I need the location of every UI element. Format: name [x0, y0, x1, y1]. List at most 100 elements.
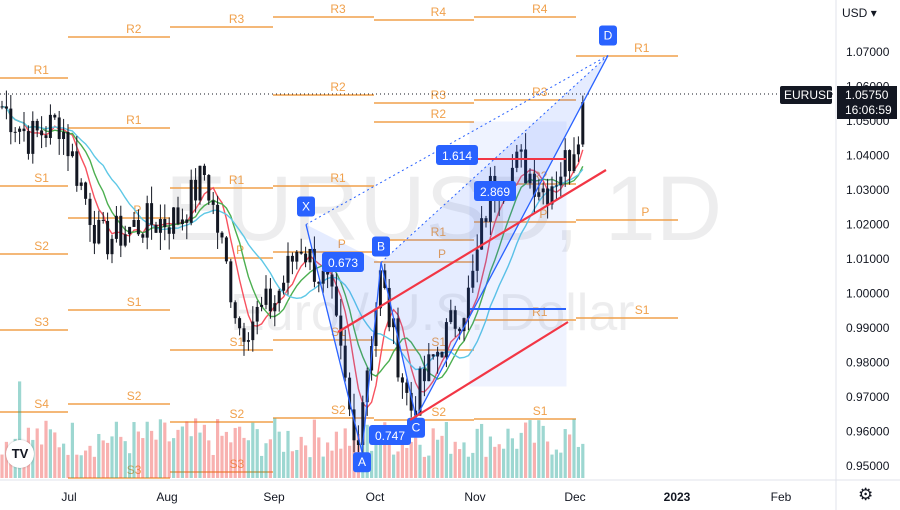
- candle-body: [365, 370, 369, 403]
- volume-bar: [475, 428, 479, 478]
- pivot-level-label: R3: [431, 88, 447, 102]
- volume-bar: [299, 436, 303, 478]
- candle-body: [114, 215, 118, 239]
- symbol-label: EURUSD: [784, 88, 835, 102]
- volume-bar: [84, 450, 88, 478]
- candle-body: [308, 248, 312, 263]
- volume-bar: [9, 453, 13, 478]
- pivot-level-label: R2: [431, 107, 447, 121]
- volume-bar: [216, 419, 220, 478]
- time-axis[interactable]: Jul Aug Sep Oct Nov Dec 2023 Feb: [61, 490, 791, 504]
- volume-bar: [488, 436, 492, 478]
- price-tick-label: 1.00000: [846, 287, 890, 301]
- candle-body: [449, 310, 453, 323]
- price-tick-label: 1.02000: [846, 218, 890, 232]
- pattern-point-label: A: [358, 455, 366, 469]
- volume-bar: [462, 442, 466, 478]
- candle-body: [106, 220, 110, 255]
- volume-bar: [444, 421, 448, 478]
- volume-bar: [559, 452, 563, 478]
- pivot-level-label: R1: [431, 225, 447, 239]
- candle-body: [150, 203, 154, 225]
- pivot-level-label: P: [338, 237, 346, 251]
- volume-bar: [365, 424, 369, 478]
- candle-body: [246, 340, 250, 342]
- volume-bar: [383, 422, 387, 478]
- candle-body: [229, 261, 233, 303]
- pattern-point-badge: [372, 236, 390, 257]
- volume-bar: [334, 431, 338, 478]
- price-tick-label: 1.03000: [846, 183, 890, 197]
- volume-bar: [145, 421, 149, 478]
- pattern-bd-dotted: [380, 55, 609, 263]
- volume-bar: [255, 429, 259, 478]
- volume-bar: [40, 444, 44, 478]
- volume-bar: [418, 444, 422, 478]
- candle-body: [40, 130, 44, 136]
- volume-bar: [515, 448, 519, 478]
- pattern-point-label: B: [377, 239, 385, 253]
- symbol-label-box: [780, 86, 832, 104]
- volume-bar: [97, 433, 101, 478]
- candle-body: [189, 179, 193, 223]
- candle-body: [546, 188, 550, 205]
- volume-bar: [233, 427, 237, 478]
- volume-bar: [576, 446, 580, 478]
- time-tick-label: Aug: [156, 490, 177, 504]
- pivot-level-label: S1: [635, 303, 650, 317]
- pattern-ratio-label: 1.614: [442, 149, 472, 163]
- candle-body: [238, 318, 242, 329]
- candle-body: [110, 238, 114, 255]
- volume-bar: [106, 442, 110, 478]
- volume-bar: [66, 454, 70, 478]
- candle-body: [458, 328, 462, 332]
- candle-body: [154, 224, 158, 233]
- volume-bar: [88, 445, 92, 478]
- volume-bar: [264, 443, 268, 478]
- volume-bar: [132, 422, 136, 478]
- candle-body: [22, 128, 26, 132]
- candle-body: [568, 150, 572, 172]
- candle-body: [18, 128, 22, 132]
- currency-selector[interactable]: USD ▾: [842, 6, 877, 20]
- pattern-ratio-label: 0.747: [375, 429, 405, 443]
- volume-bar: [453, 441, 457, 478]
- volume-bar: [53, 432, 57, 478]
- candle-body: [132, 219, 136, 227]
- pivot-level-label: R4: [431, 5, 447, 19]
- pattern-ratio-badge: [369, 425, 411, 445]
- candle-body: [268, 288, 272, 312]
- volume-bar: [172, 438, 176, 478]
- candle-body: [167, 227, 171, 234]
- volume-bar: [326, 442, 330, 478]
- trend-channel[interactable]: [337, 169, 607, 421]
- candle-body: [158, 219, 162, 233]
- candle-body: [70, 151, 74, 157]
- watermark-name: Euro / U.S. Dollar: [230, 284, 635, 342]
- pivot-level-label: R2: [330, 80, 346, 94]
- candle-body: [392, 318, 396, 328]
- candle-body: [128, 226, 132, 235]
- candle-body: [13, 131, 17, 133]
- candle-body: [62, 131, 66, 139]
- pivot-level-label: R3: [229, 12, 245, 26]
- candle-body: [66, 131, 70, 157]
- price-tick-label: 0.96000: [846, 425, 890, 439]
- candle-body: [88, 198, 92, 225]
- volume-bar: [317, 437, 321, 478]
- candle-body: [0, 106, 4, 108]
- candle-body: [194, 179, 198, 201]
- time-tick-label: Feb: [771, 490, 792, 504]
- candle-body: [172, 207, 176, 234]
- candle-body: [255, 306, 259, 322]
- gear-icon[interactable]: ⚙: [858, 485, 874, 504]
- volume-bar: [537, 420, 541, 478]
- pattern-leg: [305, 224, 363, 453]
- candle-body: [462, 318, 466, 332]
- candle-body: [260, 304, 264, 307]
- pivot-level-label: P: [236, 243, 244, 257]
- bar-countdown: 16:06:59: [845, 103, 892, 117]
- volume-bar: [110, 436, 114, 478]
- volume-bar: [374, 444, 378, 478]
